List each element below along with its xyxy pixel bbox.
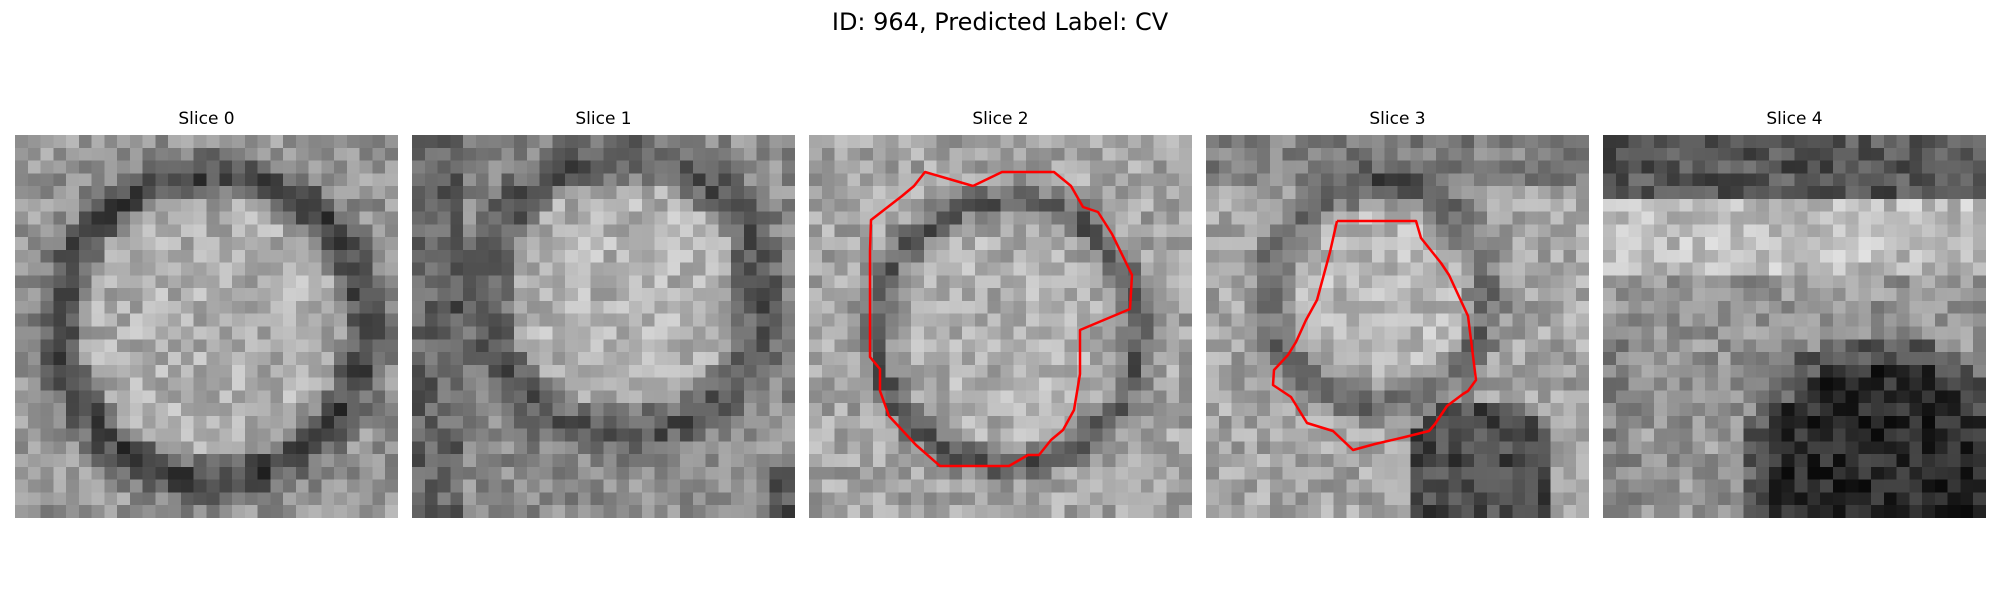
slice-image: [412, 135, 795, 518]
figure-title: ID: 964, Predicted Label: CV: [831, 8, 1169, 36]
slice-title: Slice 2: [972, 109, 1029, 129]
slice-image: [15, 135, 398, 518]
slice-image: [1603, 135, 1986, 518]
slice-panel-2: Slice 2: [809, 108, 1192, 519]
slice-panel-4: Slice 4: [1603, 108, 1986, 519]
slice-image: [1206, 135, 1589, 518]
slice-title: Slice 0: [178, 109, 235, 129]
slice-panel-1: Slice 1: [412, 108, 795, 519]
slice-image: [809, 135, 1192, 518]
slice-panel-0: Slice 0: [15, 108, 398, 519]
slice-panel-3: Slice 3: [1206, 108, 1589, 519]
slice-title: Slice 1: [575, 109, 632, 129]
slice-title: Slice 4: [1766, 109, 1823, 129]
slice-title: Slice 3: [1369, 109, 1426, 129]
